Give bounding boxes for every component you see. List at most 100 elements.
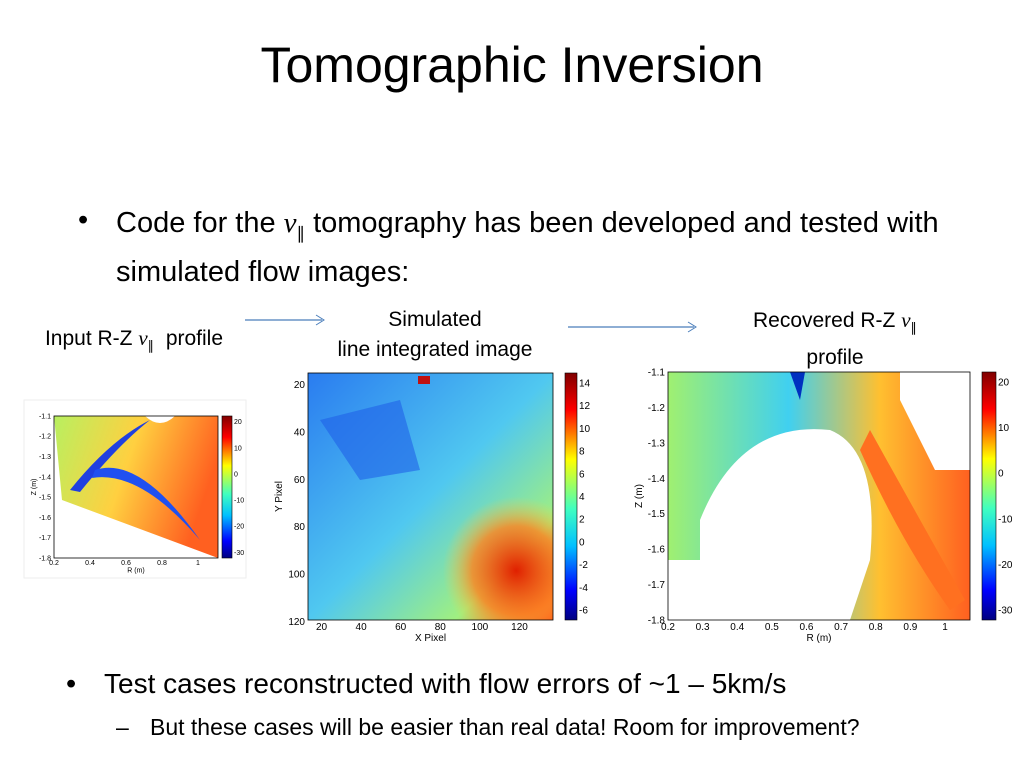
heatmap-feature (145, 416, 175, 423)
y-tick-label: -1.4 (39, 474, 51, 481)
colorbar-tick-label: -30 (234, 550, 244, 557)
heatmap-feature (790, 372, 805, 400)
colorbar-tick-label: -2 (579, 560, 588, 571)
colorbar-tick-label: 8 (579, 447, 585, 458)
x-tick-label: 80 (435, 622, 447, 633)
symbol: v (283, 207, 297, 239)
heatmap-feature (92, 467, 200, 540)
x-tick-label: 0.8 (157, 560, 167, 567)
symbol: v (901, 308, 911, 332)
subscript: ∥ (147, 338, 155, 354)
x-tick-label: 0.8 (869, 622, 883, 633)
x-tick-label: 0.2 (661, 622, 675, 633)
colorbar (221, 415, 233, 559)
colorbar-tick-label: 14 (579, 378, 591, 389)
x-tick-label: 0.2 (49, 560, 59, 567)
x-tick-label: 1 (196, 560, 200, 567)
subscript: ∥ (296, 223, 306, 243)
colorbar-tick-label: 10 (579, 424, 591, 435)
y-tick-label: -1.3 (648, 438, 666, 449)
text: Recovered R-Z (752, 309, 902, 332)
subscript: ∥ (910, 320, 918, 336)
heatmap-blank (668, 560, 848, 620)
heatmap-feature (860, 430, 965, 610)
colorbar-tick-label: -10 (234, 498, 244, 505)
x-tick-label: 0.5 (765, 622, 779, 633)
heatmap-feature (70, 420, 150, 492)
colorbar-tick-label: 2 (579, 515, 585, 526)
x-axis-label: X Pixel (415, 633, 446, 644)
y-tick-label: -1.5 (39, 495, 51, 502)
text: Simulated (388, 308, 482, 331)
plot-frame (667, 371, 971, 621)
colorbar-tick-label: -10 (998, 514, 1013, 525)
y-tick-label: -1.8 (39, 555, 51, 562)
y-tick-label: -1.6 (39, 515, 51, 522)
y-axis-label: Y Pixel (274, 481, 285, 512)
arrow-head (687, 321, 697, 333)
sub-bullet-dash: – (116, 714, 129, 740)
x-tick-label: 60 (395, 622, 407, 633)
x-tick-label: 0.7 (834, 622, 848, 633)
y-tick-label: -1.2 (39, 434, 51, 441)
y-tick-label: 60 (294, 475, 306, 486)
plot-frame (53, 415, 219, 559)
y-tick-label: 80 (294, 522, 306, 533)
colorbar-tick-label: -4 (579, 583, 588, 594)
colorbar-tick-label: 0 (998, 469, 1004, 480)
heatmap (308, 373, 553, 620)
heatmap (54, 416, 218, 558)
x-tick-label: 0.9 (903, 622, 917, 633)
text: Code for the (116, 207, 284, 239)
colorbar-tick-label: 20 (998, 377, 1010, 388)
label: Input R-Z v∥ profile (24, 326, 244, 354)
x-tick-label: 0.3 (696, 622, 710, 633)
colorbar-tick-label: 10 (234, 445, 242, 452)
x-tick-label: 0.4 (85, 560, 95, 567)
y-tick-label: -1.1 (39, 413, 51, 420)
y-tick-label: -1.7 (39, 535, 51, 542)
text: profile (154, 327, 224, 350)
heatmap-feature (320, 400, 420, 480)
arrow-head (315, 314, 325, 326)
x-tick-label: 0.6 (121, 560, 131, 567)
y-tick-label: -1.5 (648, 509, 666, 520)
y-tick-label: -1.6 (648, 545, 666, 556)
y-axis-label: Z (m) (31, 479, 38, 496)
colorbar-tick-label: 6 (579, 469, 585, 480)
colorbar-tick-label: -20 (234, 524, 244, 531)
y-tick-label: 100 (288, 570, 305, 581)
text: line integrated image (337, 338, 533, 361)
colorbar-tick-label: -20 (998, 560, 1013, 571)
y-tick-label: 120 (288, 617, 305, 628)
x-axis-label: R (m) (807, 633, 832, 644)
plot-frame (307, 372, 554, 621)
colorbar-tick-label: 12 (579, 401, 591, 412)
y-tick-label: -1.2 (648, 403, 666, 414)
y-tick-label: -1.8 (648, 616, 666, 627)
label: Recovered R-Z v∥ profile (720, 305, 950, 373)
y-tick-label: 40 (294, 427, 306, 438)
text: profile (806, 346, 864, 370)
symbol: v (138, 326, 148, 350)
title: Tomographic Inversion (260, 37, 764, 93)
y-tick-label: 20 (294, 380, 306, 391)
label: Simulated line integrated image (300, 305, 570, 365)
x-tick-label: 0.4 (730, 622, 744, 633)
bullet-dot: • (66, 668, 77, 700)
colorbar-tick-label: 10 (998, 423, 1010, 434)
colorbar-tick-label: -30 (998, 606, 1013, 617)
colorbar-tick-label: 0 (579, 537, 585, 548)
colorbar-tick-label: -6 (579, 606, 588, 617)
colorbar-tick-label: 0 (234, 471, 238, 478)
x-tick-label: 40 (356, 622, 368, 633)
bullet: Test cases reconstructed with flow error… (104, 668, 787, 699)
y-tick-label: -1.1 (648, 368, 666, 379)
y-tick-label: -1.4 (648, 474, 666, 485)
x-tick-label: 20 (316, 622, 328, 633)
y-tick-label: -1.7 (648, 580, 666, 591)
colorbar-tick-label: 20 (234, 419, 242, 426)
colorbar (981, 371, 997, 621)
